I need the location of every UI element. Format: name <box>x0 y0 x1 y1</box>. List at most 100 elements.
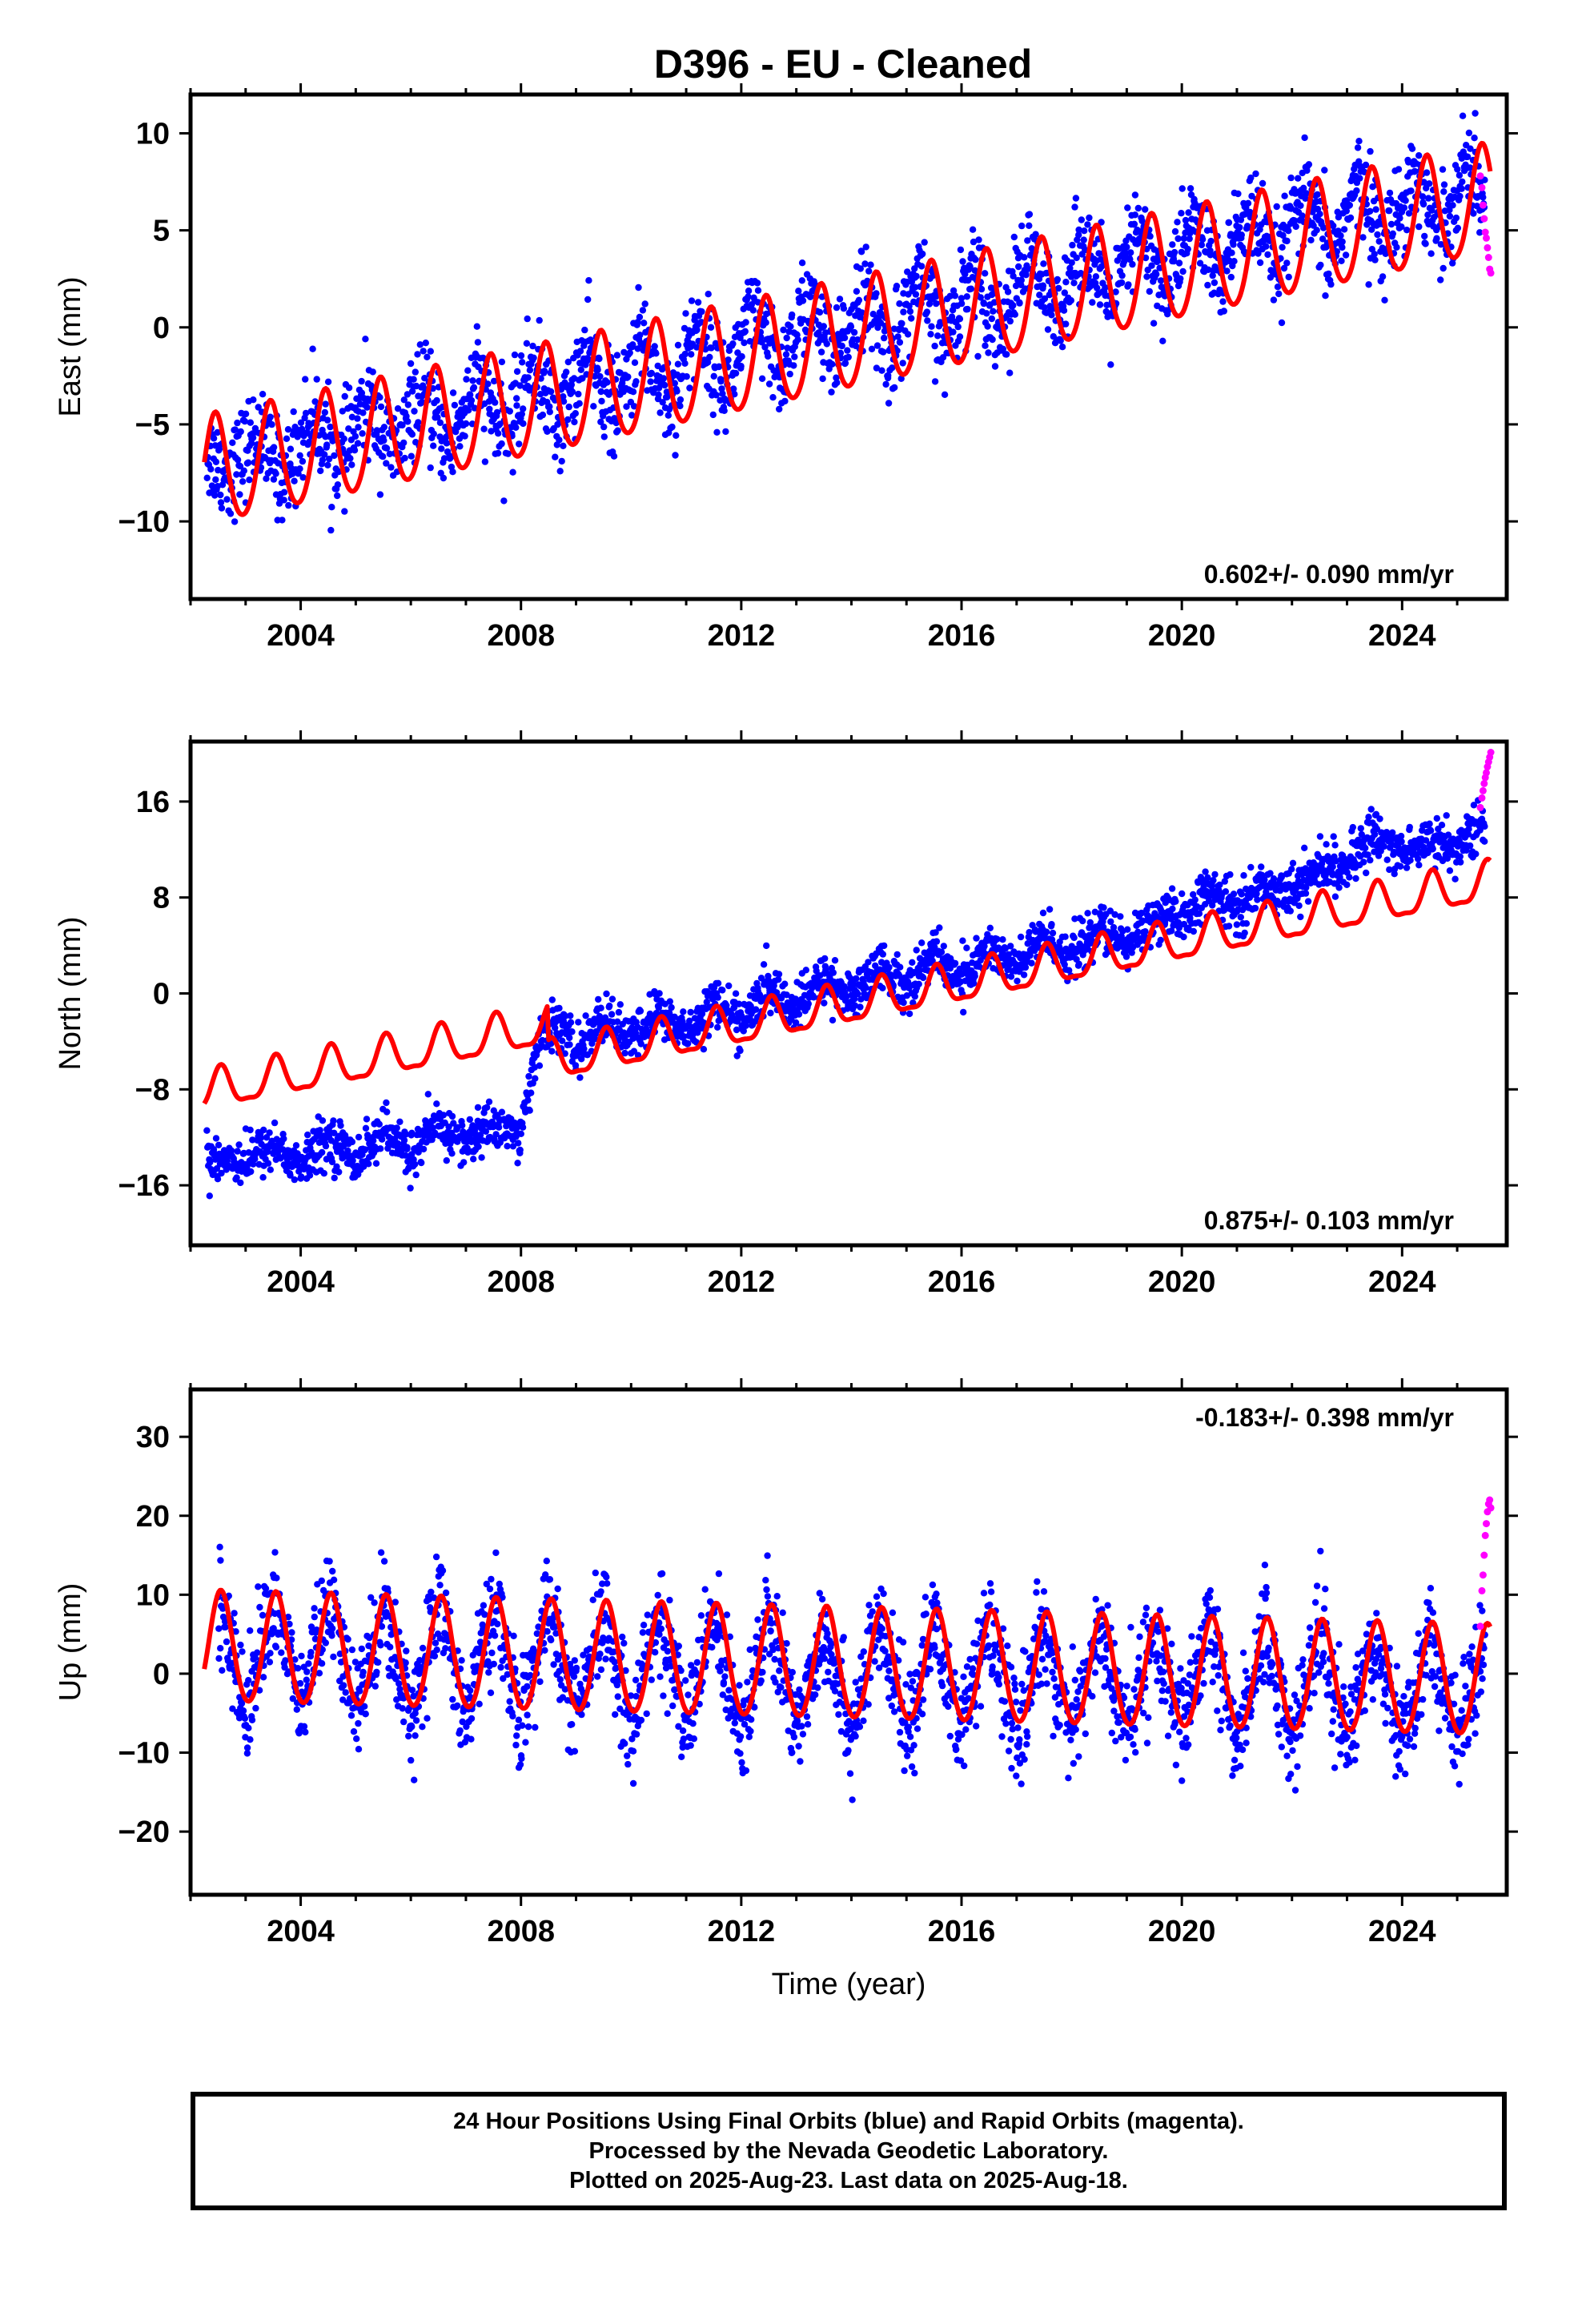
final-orbit-point <box>1343 207 1351 215</box>
final-orbit-point <box>1184 245 1191 253</box>
final-orbit-point <box>250 396 257 404</box>
final-orbit-point <box>1179 267 1186 275</box>
final-orbit-point <box>486 405 493 412</box>
final-orbit-point <box>552 1024 559 1031</box>
final-orbit-point <box>518 410 525 418</box>
final-orbit-point <box>1061 289 1069 296</box>
final-orbit-point <box>923 308 931 316</box>
final-orbit-point <box>504 450 512 457</box>
final-orbit-point <box>1291 217 1299 224</box>
final-orbit-point <box>917 263 926 270</box>
final-orbit-point <box>1165 307 1172 314</box>
x-tick-label: 2004 <box>267 1265 335 1299</box>
final-orbit-point <box>823 340 831 348</box>
final-orbit-point <box>862 243 869 251</box>
final-orbit-point <box>434 414 441 421</box>
final-orbit-point <box>1130 220 1138 227</box>
final-orbit-point <box>277 1155 284 1162</box>
final-orbit-point <box>1233 921 1241 928</box>
final-orbit-point <box>1330 222 1337 230</box>
final-orbit-point <box>1297 913 1304 921</box>
final-orbit-point <box>528 1089 535 1096</box>
final-orbit-point <box>1111 911 1118 919</box>
final-orbit-point <box>580 1045 588 1052</box>
final-orbit-point <box>427 464 434 472</box>
final-orbit-point <box>813 967 820 975</box>
final-orbit-point <box>321 451 328 458</box>
final-orbit-point <box>956 333 964 340</box>
final-orbit-point <box>924 317 931 324</box>
final-orbit-point <box>460 1159 468 1166</box>
model-fit-line <box>202 856 1492 1105</box>
final-orbit-point <box>594 366 601 373</box>
final-orbit-point <box>680 1008 687 1015</box>
final-orbit-point <box>1107 918 1114 926</box>
final-orbit-point <box>1278 319 1286 327</box>
final-orbit-point <box>1354 144 1362 151</box>
final-orbit-point <box>468 396 476 404</box>
final-orbit-point <box>223 496 231 503</box>
final-orbit-point <box>462 420 470 428</box>
final-orbit-point <box>1470 802 1478 809</box>
final-orbit-point <box>1353 187 1360 195</box>
final-orbit-point <box>1227 273 1235 281</box>
final-orbit-point <box>1010 233 1018 241</box>
final-orbit-point <box>1327 280 1335 288</box>
final-orbit-point <box>1177 275 1184 283</box>
final-orbit-point <box>422 340 429 347</box>
final-orbit-point <box>322 400 329 408</box>
final-orbit-point <box>893 283 901 290</box>
final-orbit-point <box>786 370 793 378</box>
final-orbit-point <box>1150 320 1158 327</box>
final-orbit-point <box>552 453 559 460</box>
final-orbit-point <box>1211 279 1219 287</box>
final-orbit-point <box>523 340 531 347</box>
rapid-orbit-point <box>1479 786 1487 794</box>
final-orbit-point <box>1018 276 1026 283</box>
final-orbit-point <box>957 246 965 254</box>
final-orbit-point <box>451 401 459 409</box>
final-orbit-point <box>673 388 681 395</box>
final-orbit-point <box>234 1148 241 1155</box>
final-orbit-point <box>247 1126 254 1134</box>
final-orbit-point <box>909 999 917 1007</box>
final-orbit-point <box>334 492 341 500</box>
final-orbit-point <box>632 378 640 385</box>
final-orbit-point <box>516 440 523 448</box>
final-orbit-point <box>656 409 664 416</box>
final-orbit-point <box>216 1543 223 1551</box>
final-orbit-point <box>958 300 966 308</box>
final-orbit-point <box>400 439 408 447</box>
final-orbit-point <box>1316 211 1323 218</box>
final-orbit-point <box>951 292 959 300</box>
final-orbit-point <box>1204 281 1211 289</box>
final-orbit-point <box>440 455 448 462</box>
final-orbit-point <box>753 279 761 287</box>
final-orbit-points <box>215 1543 1488 1803</box>
final-orbit-point <box>833 374 840 381</box>
final-orbit-point <box>361 1146 369 1153</box>
final-orbit-point <box>1303 190 1310 197</box>
final-orbit-point <box>1028 959 1035 967</box>
final-orbit-point <box>1288 866 1295 873</box>
final-orbit-point <box>450 1120 457 1127</box>
final-orbit-point <box>855 296 863 304</box>
final-orbit-point <box>640 320 648 327</box>
final-orbit-point <box>498 358 506 366</box>
final-orbit-point <box>1336 874 1343 881</box>
final-orbit-point <box>1446 867 1454 875</box>
final-orbit-point <box>880 348 887 356</box>
final-orbit-point <box>267 1166 274 1173</box>
final-orbit-point <box>982 342 989 349</box>
final-orbit-point <box>732 369 740 377</box>
final-orbit-point <box>613 352 621 359</box>
final-orbit-point <box>1349 823 1357 831</box>
final-orbit-point <box>585 277 592 284</box>
final-orbit-point <box>931 342 938 350</box>
final-orbit-point <box>951 959 959 967</box>
final-orbit-point <box>1057 337 1064 344</box>
final-orbit-point <box>1407 857 1414 864</box>
final-orbit-point <box>985 349 992 356</box>
